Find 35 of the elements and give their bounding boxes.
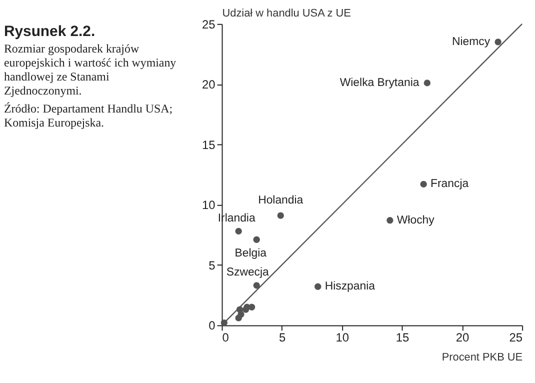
x-tick-label: 5 — [278, 330, 286, 345]
point — [277, 212, 284, 219]
point — [494, 38, 502, 46]
point — [253, 236, 260, 243]
y-tick-label: 10 — [202, 198, 216, 212]
annotation: Wielka Brytania — [340, 76, 420, 89]
y-tick-label: 25 — [202, 17, 216, 32]
y-tick-label: 20 — [202, 78, 216, 92]
point — [424, 80, 431, 86]
text: Rozmiar gospodarek krajów europejskich i wartość ich wymiany handlowej ze Stanami Zjednoczonymi. — [4, 42, 176, 98]
point — [235, 228, 242, 235]
annotation: Francja — [430, 178, 470, 190]
text: Rysunek 2.2. — [4, 24, 96, 40]
annotation: Belgia — [234, 248, 268, 260]
y-axis-title: Udział w handlu USA z UE — [222, 7, 351, 20]
annotation: Hiszpania — [324, 280, 376, 293]
x-tick-label: 25 — [509, 330, 523, 345]
point — [386, 217, 394, 224]
annotation: Niemcy — [452, 36, 490, 48]
point — [253, 282, 260, 289]
point — [314, 283, 322, 290]
x-tick-label: 10 — [336, 330, 350, 345]
x-tick-label: 20 — [456, 330, 470, 345]
y-tick-label: 5 — [208, 258, 216, 272]
x-tick-label: 15 — [396, 330, 410, 345]
annotation: Włochy — [396, 214, 435, 226]
x-axis-title: Procent PKB UE — [442, 352, 523, 364]
point — [420, 180, 427, 188]
point — [248, 304, 256, 310]
y-tick-label: 0 — [208, 318, 216, 333]
y-tick-label: 15 — [202, 138, 216, 152]
annotation: Holandia — [258, 194, 304, 207]
x-tick-label: 0 — [222, 330, 230, 345]
annotation: Szwecja — [226, 266, 270, 278]
text: Źródło: Departament Handlu USA; Komisja Europejska. — [4, 101, 173, 130]
